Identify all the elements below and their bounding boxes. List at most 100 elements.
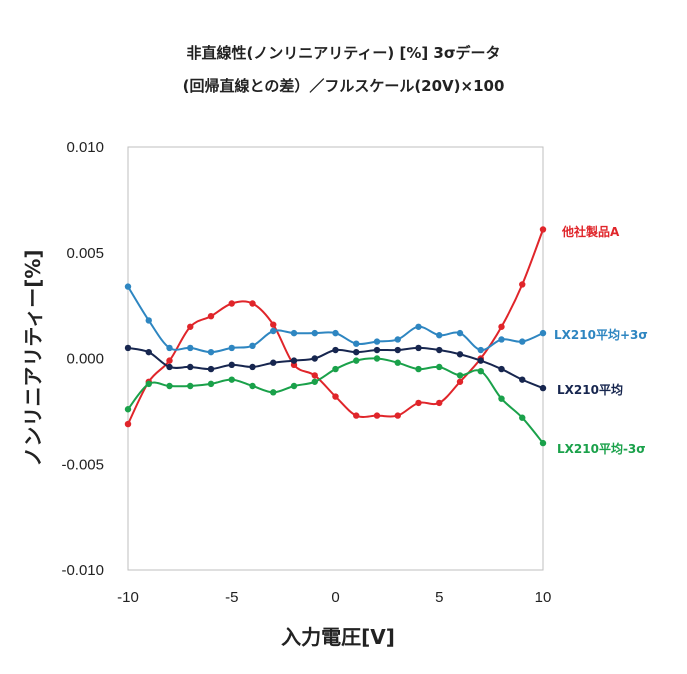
data-point — [270, 321, 277, 328]
data-point — [373, 355, 381, 362]
series-label: LX210平均 — [557, 382, 623, 397]
data-point — [415, 365, 422, 373]
data-point — [290, 382, 298, 390]
data-point — [456, 329, 464, 337]
data-point — [249, 363, 256, 371]
data-point — [456, 372, 464, 379]
series-2 — [124, 344, 547, 392]
series-1 — [124, 283, 547, 356]
data-point — [353, 340, 360, 347]
data-point — [498, 365, 505, 373]
data-point — [249, 300, 256, 307]
data-point — [311, 329, 318, 337]
data-point — [373, 412, 381, 419]
data-point — [228, 361, 235, 369]
data-point — [519, 338, 526, 345]
data-point — [249, 342, 256, 350]
data-point — [394, 346, 401, 354]
data-point — [519, 376, 526, 383]
data-point — [519, 281, 526, 288]
data-point — [394, 412, 401, 419]
data-point — [415, 399, 422, 407]
data-point — [207, 380, 215, 388]
data-point — [311, 372, 318, 379]
y-tick-labels: 0.010 0.005 0.000 -0.005 -0.010 — [61, 139, 104, 579]
data-point — [270, 389, 277, 396]
data-point — [456, 351, 464, 358]
data-point — [456, 378, 464, 385]
series-lines — [124, 226, 547, 447]
data-point — [228, 344, 235, 352]
x-tick-label: 10 — [535, 589, 552, 606]
y-tick-label: 0.000 — [66, 351, 104, 368]
data-point — [228, 376, 235, 383]
y-axis-label: ノンリニアリティー[%] — [21, 249, 45, 466]
data-point — [166, 344, 173, 352]
data-point — [477, 346, 484, 354]
data-point — [436, 332, 443, 339]
data-point — [332, 393, 339, 400]
data-point — [353, 412, 360, 419]
data-point — [124, 420, 132, 428]
x-axis-label: 入力電圧[V] — [281, 625, 395, 649]
data-point — [187, 323, 194, 330]
data-point — [436, 346, 443, 354]
y-tick-label: 0.005 — [66, 245, 104, 262]
y-tick-label: 0.010 — [66, 139, 104, 156]
data-point — [498, 336, 505, 343]
chart-title-line1: 非直線性(ノンリニアリティー) [%] 3σデータ — [186, 44, 501, 62]
data-point — [290, 329, 298, 337]
data-point — [187, 344, 194, 352]
data-point — [373, 346, 381, 354]
data-point — [249, 382, 256, 390]
series-3 — [124, 355, 547, 447]
data-point — [436, 363, 443, 371]
data-point — [270, 327, 277, 335]
data-point — [124, 406, 132, 413]
data-point — [436, 399, 443, 407]
data-point — [187, 363, 194, 371]
data-point — [353, 348, 360, 356]
data-point — [166, 363, 173, 371]
data-point — [498, 395, 505, 402]
data-point — [477, 357, 484, 364]
data-point — [228, 300, 235, 307]
x-tick-label: -5 — [225, 589, 238, 606]
data-point — [539, 329, 547, 337]
data-point — [394, 336, 401, 343]
data-point — [539, 384, 547, 392]
data-point — [332, 329, 339, 337]
data-point — [207, 365, 215, 373]
y-tick-label: -0.005 — [61, 456, 104, 473]
data-point — [394, 359, 401, 366]
series-label: LX210平均+3σ — [554, 327, 648, 342]
series-label: 他社製品A — [561, 224, 620, 239]
data-point — [332, 346, 339, 354]
data-point — [415, 323, 422, 330]
chart-title-line2: (回帰直線との差）／フルスケール(20V)×100 — [182, 77, 505, 95]
data-point — [207, 313, 215, 320]
series-labels: 他社製品A LX210平均+3σ LX210平均 LX210平均-3σ — [554, 224, 648, 456]
data-point — [270, 359, 277, 366]
data-point — [353, 357, 360, 364]
data-point — [539, 226, 547, 233]
data-point — [124, 283, 132, 290]
y-tick-label: -0.010 — [61, 562, 104, 579]
x-tick-label: 0 — [331, 589, 339, 606]
x-tick-labels: -10 -5 0 5 10 — [117, 589, 551, 606]
data-point — [311, 378, 318, 385]
data-point — [290, 357, 298, 364]
data-point — [498, 323, 505, 330]
data-point — [332, 365, 339, 373]
data-point — [145, 317, 152, 324]
data-point — [207, 348, 215, 356]
plot-area-border — [127, 146, 544, 571]
data-point — [166, 382, 173, 390]
data-point — [145, 348, 152, 356]
data-point — [373, 338, 381, 345]
data-point — [311, 355, 318, 362]
x-tick-label: -10 — [117, 589, 139, 606]
data-point — [415, 344, 422, 352]
x-tick-label: 5 — [435, 589, 443, 606]
